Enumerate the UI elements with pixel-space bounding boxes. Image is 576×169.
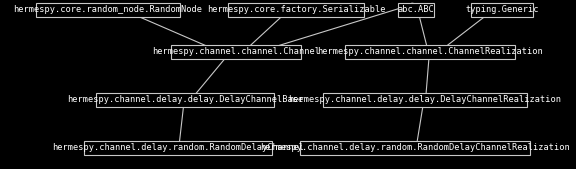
Text: hermespy.channel.delay.random.RandomDelayChannel: hermespy.channel.delay.random.RandomDela… — [52, 143, 304, 152]
Text: hermespy.channel.channel.Channel: hermespy.channel.channel.Channel — [152, 47, 320, 56]
Text: hermespy.channel.delay.delay.DelayChannelRealization: hermespy.channel.delay.delay.DelayChanne… — [289, 95, 562, 104]
Text: hermespy.core.random_node.RandomNode: hermespy.core.random_node.RandomNode — [13, 6, 203, 15]
FancyBboxPatch shape — [96, 93, 274, 107]
Text: typing.Generic: typing.Generic — [465, 6, 539, 15]
FancyBboxPatch shape — [300, 141, 530, 155]
Text: hermespy.channel.delay.delay.DelayChannelBase: hermespy.channel.delay.delay.DelayChanne… — [67, 95, 303, 104]
FancyBboxPatch shape — [36, 3, 180, 17]
FancyBboxPatch shape — [228, 3, 364, 17]
Text: hermespy.channel.channel.ChannelRealization: hermespy.channel.channel.ChannelRealizat… — [317, 47, 543, 56]
FancyBboxPatch shape — [323, 93, 526, 107]
FancyBboxPatch shape — [345, 45, 515, 59]
Text: abc.ABC: abc.ABC — [397, 6, 434, 15]
FancyBboxPatch shape — [172, 45, 301, 59]
FancyBboxPatch shape — [398, 3, 434, 17]
FancyBboxPatch shape — [84, 141, 272, 155]
Text: hermespy.channel.delay.random.RandomDelayChannelRealization: hermespy.channel.delay.random.RandomDela… — [260, 143, 570, 152]
FancyBboxPatch shape — [471, 3, 533, 17]
Text: hermespy.core.factory.Serializable: hermespy.core.factory.Serializable — [207, 6, 385, 15]
